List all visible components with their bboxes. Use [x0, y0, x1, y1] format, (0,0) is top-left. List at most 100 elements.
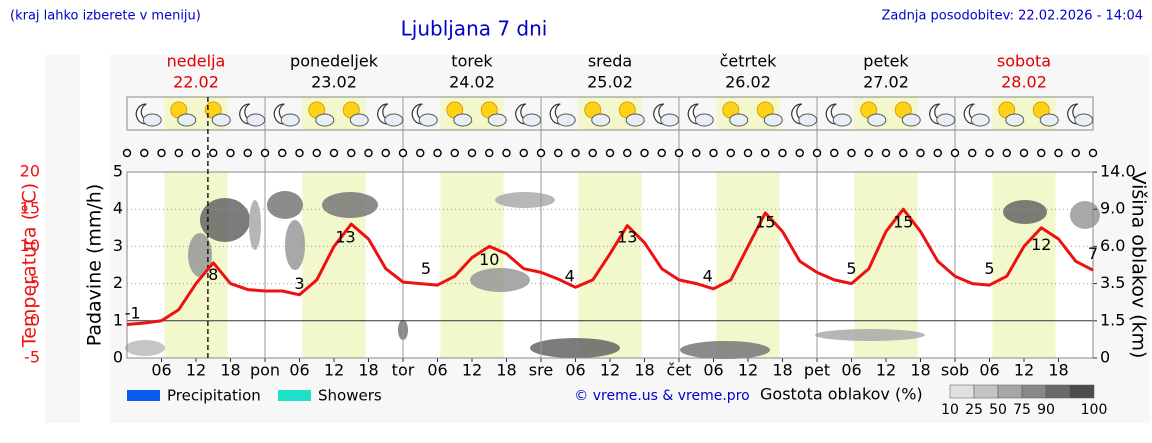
wind-calm	[623, 148, 632, 158]
wind-calm	[278, 148, 287, 158]
daytime-band	[716, 172, 780, 358]
day-name: torek	[451, 52, 493, 71]
wind-calm	[433, 148, 442, 158]
precip-tick-label: 4	[113, 199, 123, 218]
density-swatch	[1021, 384, 1047, 399]
density-label: 50	[989, 402, 1007, 418]
cloud-icon	[901, 113, 921, 127]
day-name: petek	[863, 52, 909, 71]
chart-title: Ljubljana 7 dni	[401, 17, 548, 41]
cloud-icon	[591, 113, 611, 127]
wind-calm	[726, 148, 735, 158]
wind-calm	[795, 148, 804, 158]
wind-calm	[226, 148, 235, 158]
wind-calm	[157, 148, 166, 158]
density-label: 100	[1081, 402, 1108, 418]
legend-swatch	[127, 390, 160, 401]
cloud-icon	[384, 113, 404, 127]
cloud-icon	[970, 113, 990, 127]
wind-calm	[536, 148, 546, 158]
cloud-icon	[418, 113, 438, 127]
density-swatch	[973, 384, 999, 399]
cloud-icon	[556, 113, 576, 127]
x-tick-label: 18	[220, 361, 240, 380]
precip-tick-label: 5	[113, 162, 123, 181]
wind-calm	[467, 148, 477, 158]
wind-calm	[778, 148, 787, 158]
wind-calm	[519, 148, 528, 158]
wind-calm	[899, 148, 908, 158]
density-label: 10	[941, 402, 959, 418]
extreme-label: 7	[1088, 244, 1098, 263]
daytime-band	[854, 172, 918, 358]
wind-calm	[1054, 148, 1063, 158]
wind-calm	[329, 148, 339, 158]
x-tick-label: tor	[392, 361, 415, 380]
day-date: 24.02	[449, 73, 495, 92]
updated: Zadnja posodobitev: 22.02.2026 - 14:04	[881, 9, 1143, 24]
x-tick-label: 18	[634, 361, 654, 380]
x-tick-label: 12	[462, 361, 482, 380]
wind-calm	[191, 148, 201, 158]
wind-calm	[260, 148, 270, 158]
extreme-label: 5	[846, 259, 856, 278]
precip-tick-label: 3	[113, 236, 123, 255]
day-name: sobota	[997, 52, 1051, 71]
daytime-band	[992, 172, 1056, 358]
wind-calm	[830, 148, 839, 158]
cloud-tick-label: 1.5	[1100, 310, 1125, 329]
wind-calm	[364, 148, 373, 158]
precip-tick-label: 0	[113, 348, 123, 367]
density-swatch	[949, 384, 975, 399]
x-tick-label: pon	[250, 361, 280, 380]
cloud-icon	[763, 113, 783, 127]
y-tick-label: -5	[24, 348, 40, 367]
wind-calm	[1037, 148, 1046, 158]
left-strip	[45, 55, 80, 423]
wind-calm	[122, 148, 132, 158]
day-name: četrtek	[720, 52, 778, 71]
extreme-label: 8	[208, 265, 218, 284]
x-tick-label: 06	[703, 361, 723, 380]
wind-calm	[209, 148, 218, 158]
cloud-icon	[1039, 113, 1059, 127]
note: (kraj lahko izberete v meniju)	[10, 9, 201, 24]
extreme-label: 12	[1031, 235, 1051, 254]
wind-calm	[692, 148, 701, 158]
wind-calm	[140, 148, 149, 158]
wind-calm	[450, 148, 459, 158]
wind-calm	[657, 148, 666, 158]
cloud-tick-label: 0	[1100, 348, 1110, 367]
x-tick-label: 12	[600, 361, 620, 380]
temperature-line	[126, 207, 1094, 326]
x-tick-label: 12	[186, 361, 206, 380]
wind-calm	[1071, 148, 1080, 158]
wind-calm	[812, 148, 822, 158]
wind-calm	[743, 148, 753, 158]
extreme-label: 4	[565, 267, 575, 286]
day-date: 26.02	[725, 73, 771, 92]
cloud-icon	[453, 113, 473, 127]
day-date: 28.02	[1001, 73, 1047, 92]
extreme-label: 3	[294, 274, 304, 293]
cloud-tick-label: 3.5	[1100, 273, 1125, 292]
x-tick-label: 18	[496, 361, 516, 380]
day-date: 22.02	[173, 73, 219, 92]
wind-calm	[243, 148, 252, 158]
extreme-label: 4	[703, 267, 713, 286]
cloud-icon	[832, 113, 852, 127]
x-tick-label: 06	[979, 361, 999, 380]
cloud-icon	[142, 113, 162, 127]
wind-calm	[571, 148, 580, 158]
cloud-icon	[867, 113, 887, 127]
density-label: 75	[1013, 402, 1031, 418]
x-tick-label: 12	[324, 361, 344, 380]
cloud-icon	[1005, 113, 1025, 127]
cloud-icon	[280, 113, 300, 127]
x-tick-label: 06	[841, 361, 861, 380]
density-swatch	[1069, 384, 1095, 399]
wind-calm	[1088, 148, 1098, 158]
cloud-icon	[487, 113, 507, 127]
extreme-label: -1	[125, 304, 141, 323]
cloud-icon	[177, 113, 197, 127]
